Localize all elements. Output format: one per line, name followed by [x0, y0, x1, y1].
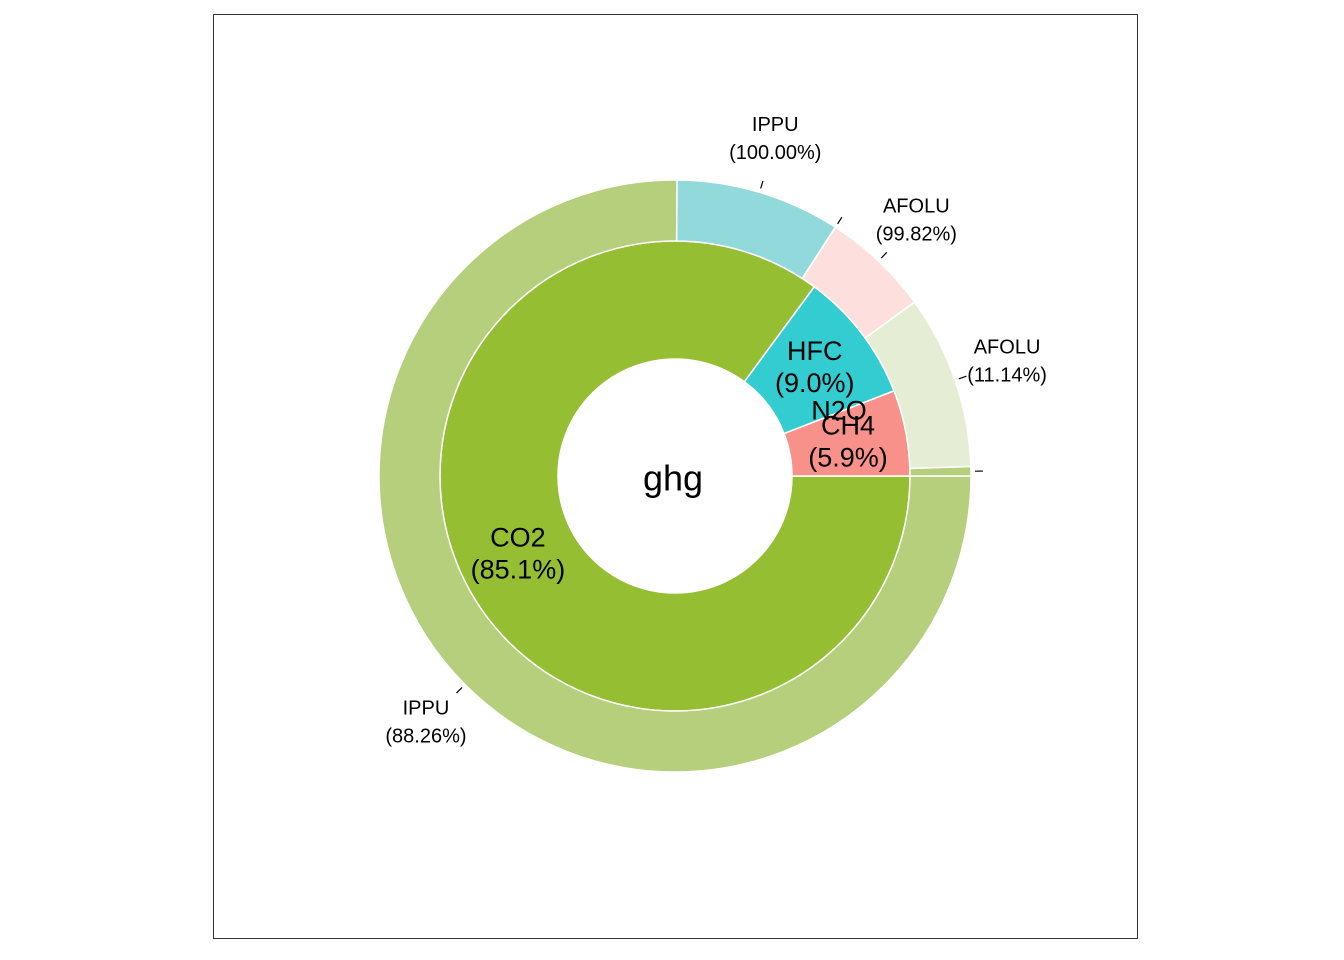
- leader-tick: [760, 180, 764, 189]
- outer-label-3: (99.82%): [876, 223, 957, 245]
- inner-label-co2: CO2: [490, 523, 546, 553]
- leader-tick: [880, 251, 888, 259]
- leader-tick: [958, 375, 967, 380]
- outer-label-3: AFOLU: [883, 195, 950, 217]
- outer-label-4: AFOLU: [974, 337, 1041, 359]
- inner-label-n2o: N2O: [811, 395, 867, 425]
- outer-label-1: (100.00%): [729, 142, 821, 164]
- inner-label-co2: (85.1%): [471, 555, 566, 585]
- leader-tick: [837, 216, 843, 225]
- outer-slice-0: [378, 179, 972, 773]
- inner-label-hfc: HFC: [787, 336, 843, 366]
- panel-border: [213, 14, 1138, 939]
- inner-label-hfc: (9.0%): [775, 368, 855, 398]
- outer-label-1: IPPU: [752, 114, 799, 136]
- outer-label-0: (88.26%): [385, 726, 466, 748]
- inner-label-ch4: (5.9%): [808, 443, 888, 473]
- center-label: ghg: [643, 458, 703, 499]
- leader-tick: [456, 686, 463, 694]
- outer-label-4: (11.14%): [967, 365, 1047, 387]
- outer-label-0: IPPU: [403, 698, 450, 720]
- inner-label-ch4: CH4: [821, 411, 875, 441]
- outer-slice-5: [909, 465, 972, 477]
